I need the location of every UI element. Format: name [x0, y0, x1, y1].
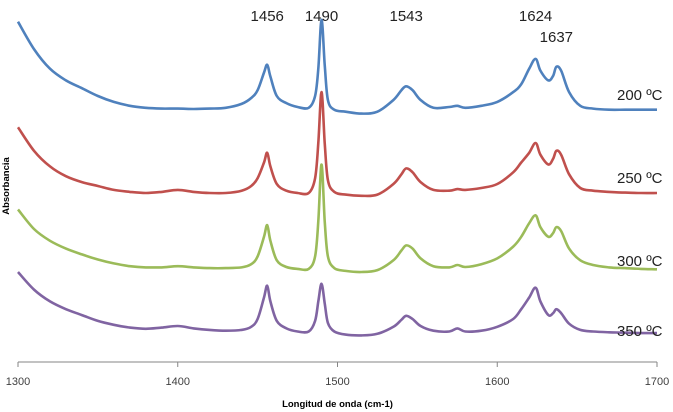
series-lines — [16, 18, 658, 337]
series-labels: 200 ºC 250 ºC 300 ºC 350 ºC — [617, 87, 663, 340]
peak-label: 1543 — [390, 8, 423, 25]
x-tick-label: 1700 — [645, 376, 669, 388]
series-line-1 — [16, 18, 657, 115]
x-tick-label: 1400 — [166, 376, 190, 388]
peak-label: 1637 — [540, 29, 573, 46]
x-tick-label: 1600 — [485, 376, 509, 388]
x-tick-label: 1500 — [325, 376, 349, 388]
series-line-4 — [17, 271, 657, 337]
x-tick-label: 1300 — [6, 376, 30, 388]
y-axis-title: Absorbancia — [1, 157, 12, 215]
x-axis-ticks: 1300 1400 1500 1600 1700 — [6, 362, 669, 388]
series-label: 350 ºC — [617, 323, 663, 340]
peak-label: 1624 — [519, 8, 552, 25]
peak-label: 1456 — [251, 8, 284, 25]
series-label: 300 ºC — [617, 253, 663, 270]
series-line-3 — [16, 163, 658, 274]
series-label: 250 ºC — [617, 170, 663, 187]
series-label: 200 ºC — [617, 87, 663, 104]
peak-labels: 1456 1490 1543 1624 1637 — [251, 8, 574, 46]
series-line-2 — [16, 90, 658, 198]
x-axis-title: Longitud de onda (cm-1) — [282, 399, 393, 410]
peak-label: 1490 — [305, 8, 338, 25]
